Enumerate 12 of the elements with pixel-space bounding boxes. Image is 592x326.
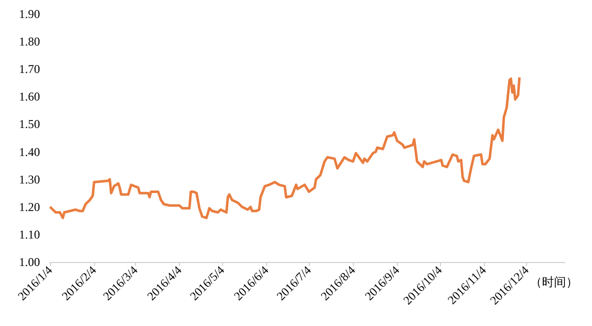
y-tick-label: 1.90 — [19, 7, 40, 21]
y-tick-label: 1.00 — [19, 255, 40, 269]
y-tick-label: 1.40 — [19, 144, 40, 159]
y-tick-label: 1.10 — [19, 227, 40, 242]
y-tick-label: 1.80 — [19, 34, 40, 49]
line-series — [48, 76, 521, 220]
x-axis-title: （时间） — [530, 275, 578, 289]
y-tick-label: 1.20 — [19, 200, 40, 214]
y-tick-label: 1.50 — [19, 117, 40, 132]
y-tick-label: 1.60 — [19, 90, 40, 104]
y-tick-label: 1.70 — [19, 62, 40, 76]
y-tick-label: 1.30 — [19, 172, 40, 186]
